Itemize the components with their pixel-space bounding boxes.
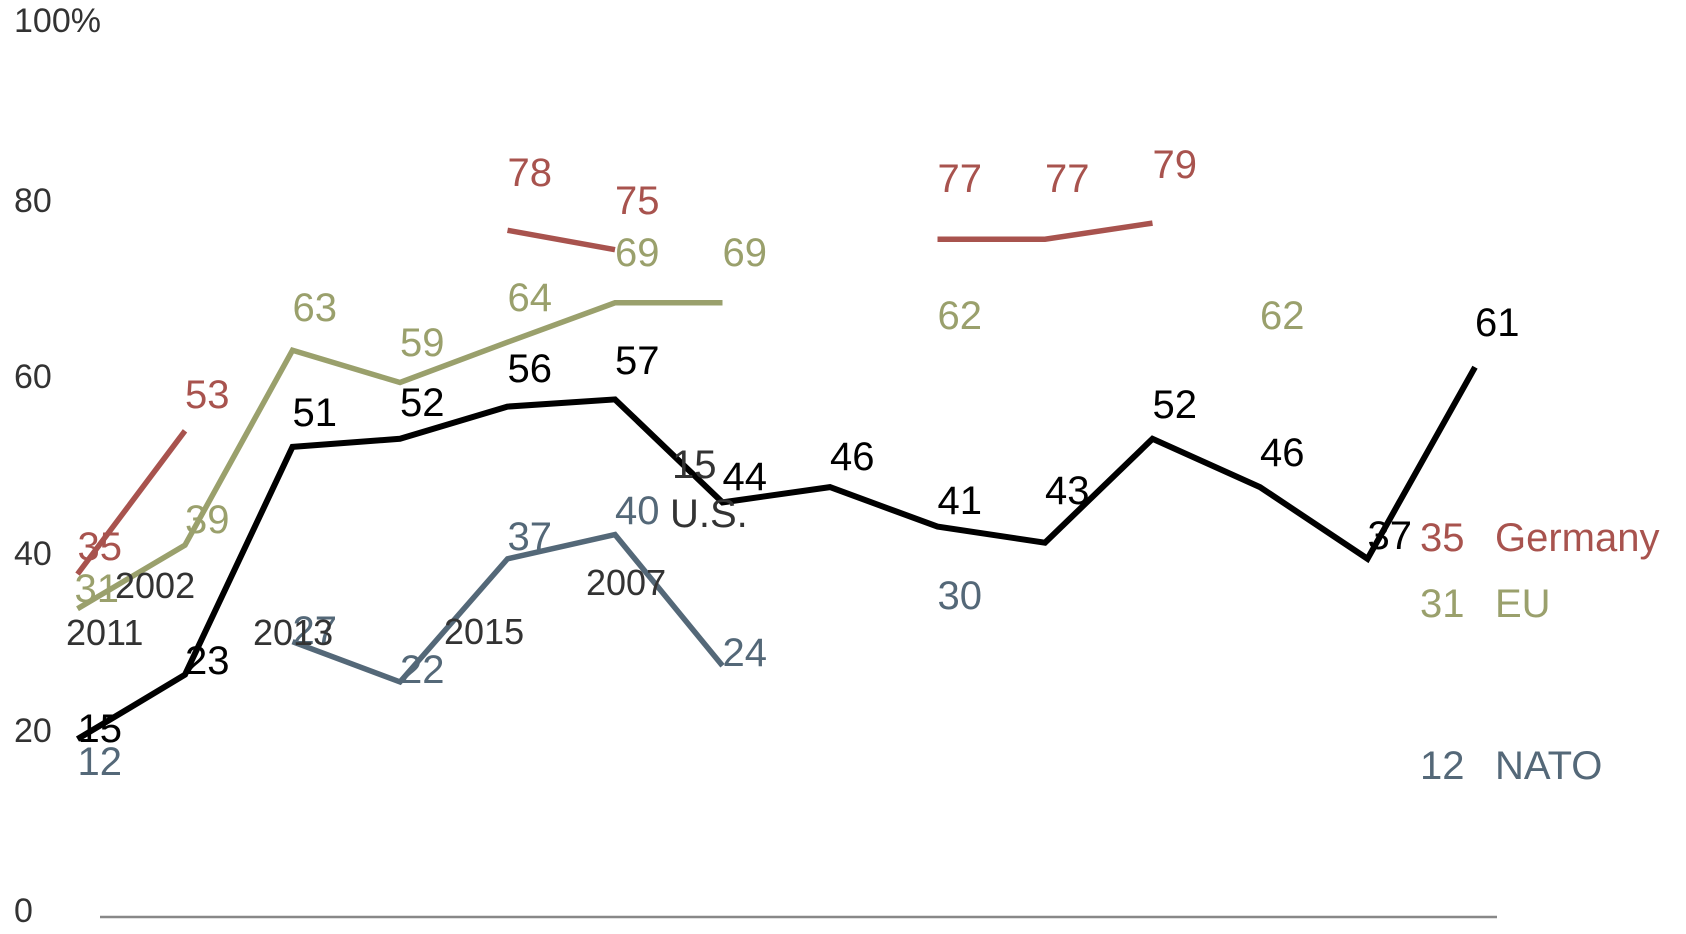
data-label-eu: 63 — [293, 286, 338, 330]
data-label-eu: 69 — [723, 231, 768, 275]
y-tick-label: 40 — [14, 535, 52, 573]
data-label-germany: 35 — [78, 525, 123, 569]
data-label-germany: 78 — [508, 151, 553, 195]
y-tick-label: 80 — [14, 182, 52, 220]
annotation-label: 2013 — [253, 612, 333, 653]
data-label-us: 57 — [615, 339, 660, 383]
series-line-us — [75, 365, 1478, 742]
annotation-label: 2015 — [444, 611, 524, 652]
series-line-germany — [937, 220, 1153, 242]
data-label-us: 37 — [1368, 514, 1413, 558]
y-tick-label: 20 — [14, 712, 52, 750]
annotation-label: U.S. — [670, 492, 748, 536]
legend-series-name: EU — [1495, 582, 1551, 626]
data-label-us: 46 — [830, 435, 875, 479]
data-label-germany: 77 — [938, 157, 983, 201]
legend-series-name: Germany — [1495, 516, 1660, 560]
data-label-nato: 37 — [508, 515, 553, 559]
series-line-germany — [75, 429, 188, 576]
data-label-eu: 64 — [508, 276, 553, 320]
data-label-eu: 59 — [400, 321, 445, 365]
data-label-germany: 77 — [1045, 157, 1090, 201]
legend-value: 12 — [1420, 744, 1465, 788]
data-label-us: 52 — [400, 381, 445, 425]
data-label-eu: 39 — [185, 498, 230, 542]
series-line-eu — [76, 300, 723, 612]
data-label-nato: 12 — [78, 740, 123, 784]
data-label-germany: 75 — [615, 179, 660, 223]
annotation-label: 2011 — [66, 612, 143, 653]
data-label-eu: 31 — [75, 567, 120, 611]
data-label-us: 52 — [1153, 383, 1198, 427]
series-line-germany — [507, 227, 616, 253]
data-label-eu: 69 — [615, 231, 660, 275]
legend-value: 31 — [1420, 582, 1465, 626]
annotation-label: 2002 — [115, 565, 195, 606]
data-label-nato: 24 — [723, 631, 768, 675]
data-label-us: 15 — [78, 707, 123, 751]
annotation-label: 2007 — [586, 562, 666, 603]
annotation-label: 15 — [672, 443, 717, 487]
data-label-us: 51 — [293, 391, 338, 435]
legend-value: 35 — [1420, 516, 1465, 560]
series-line-nato — [291, 531, 725, 686]
legend-series-name: NATO — [1495, 744, 1602, 788]
y-tick-label: 60 — [14, 358, 52, 396]
data-label-eu: 62 — [1260, 294, 1305, 338]
data-label-us: 44 — [723, 455, 768, 499]
data-label-nato: 30 — [938, 574, 983, 618]
data-label-us: 43 — [1045, 469, 1090, 513]
data-label-nato: 27 — [293, 609, 338, 653]
data-label-us: 61 — [1475, 301, 1520, 345]
data-label-germany: 79 — [1153, 143, 1198, 187]
data-label-us: 46 — [1260, 431, 1305, 475]
y-tick-label: 100% — [14, 2, 101, 40]
data-label-germany: 53 — [185, 373, 230, 417]
data-label-nato: 40 — [615, 489, 660, 533]
data-label-us: 56 — [508, 347, 553, 391]
y-tick-label: 0 — [14, 892, 33, 930]
data-label-us: 23 — [185, 639, 230, 683]
data-label-nato: 22 — [400, 648, 445, 692]
data-label-us: 41 — [938, 479, 983, 523]
data-label-eu: 62 — [938, 294, 983, 338]
